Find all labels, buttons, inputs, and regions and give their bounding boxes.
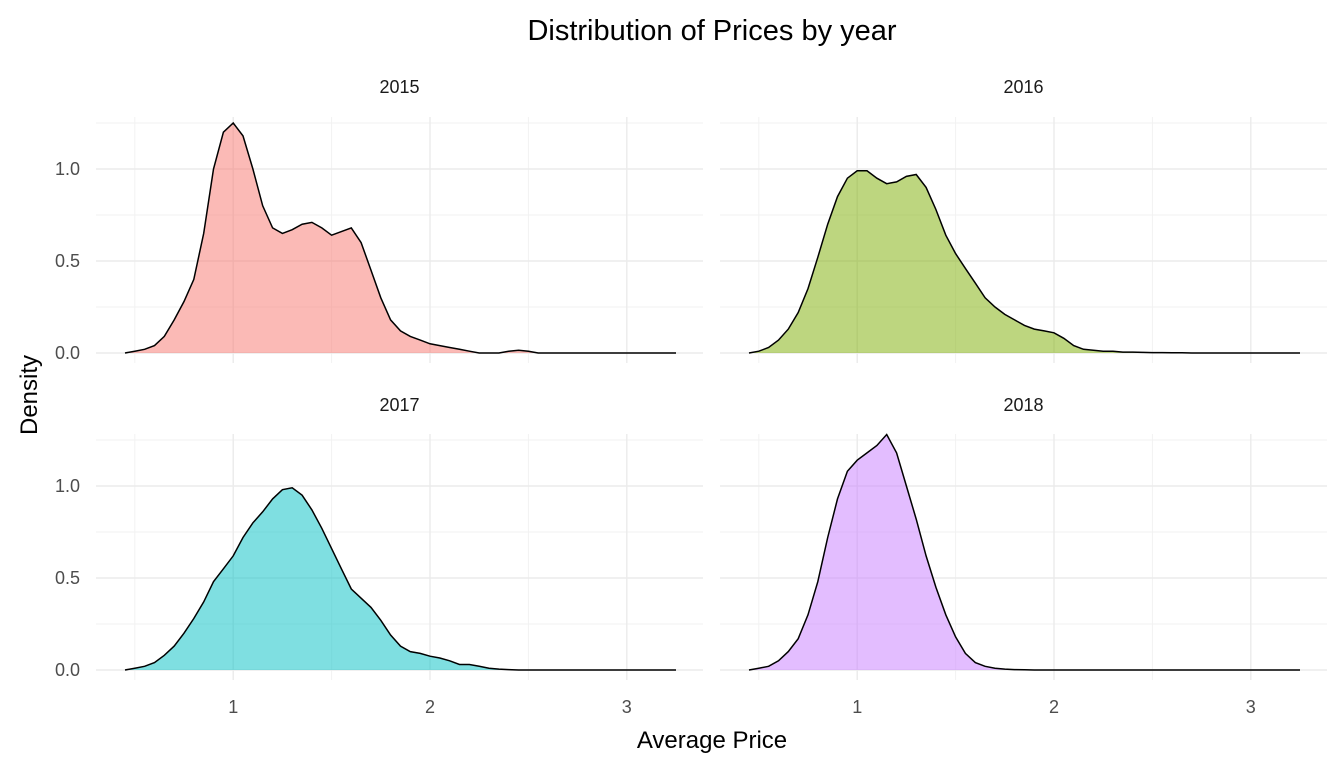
x-tick-label: 3 — [1246, 697, 1256, 717]
x-tick-label: 2 — [1049, 697, 1059, 717]
facet-label-2016: 2016 — [1003, 77, 1043, 97]
x-tick-label: 2 — [425, 697, 435, 717]
x-tick-label: 1 — [852, 697, 862, 717]
y-tick-label: 0.0 — [55, 660, 80, 680]
facet-label-2018: 2018 — [1003, 395, 1043, 415]
x-axis-title: Average Price — [637, 727, 787, 754]
facet-label-2017: 2017 — [379, 395, 419, 415]
facet-panel-2015: 2015 0.0 0.5 1.0 — [55, 77, 703, 363]
y-tick-label: 0.5 — [55, 251, 80, 271]
density-line-2015 — [124, 121, 676, 354]
density-area-2015 — [125, 123, 676, 353]
density-area-2018 — [749, 434, 1300, 670]
density-area-2017 — [125, 487, 676, 670]
facet-panel-2017: 2017 0.0 0.5 1.0 1 2 3 — [55, 395, 703, 717]
density-area-2016 — [749, 170, 1300, 353]
y-tick-label: 1.0 — [55, 159, 80, 179]
density-line-2016 — [748, 170, 1300, 354]
facet-panel-2018: 2018 1 2 3 — [720, 395, 1327, 717]
y-tick-label: 0.5 — [55, 568, 80, 588]
facet-panel-2016: 2016 — [720, 77, 1327, 363]
y-tick-label: 0.0 — [55, 343, 80, 363]
density-line-2017 — [124, 487, 676, 671]
facet-label-2015: 2015 — [379, 77, 419, 97]
y-axis-title: Density — [16, 355, 43, 435]
x-tick-label: 3 — [622, 697, 632, 717]
facet-panels: 2015 0.0 0.5 1.0 2016 2017 0.0 0.5 1.0 1 2 3 2018 1 2 3 — [55, 77, 1327, 717]
chart-title: Distribution of Prices by year — [527, 15, 896, 47]
y-tick-label: 1.0 — [55, 476, 80, 496]
x-tick-label: 1 — [228, 697, 238, 717]
density-line-2018 — [748, 433, 1300, 671]
